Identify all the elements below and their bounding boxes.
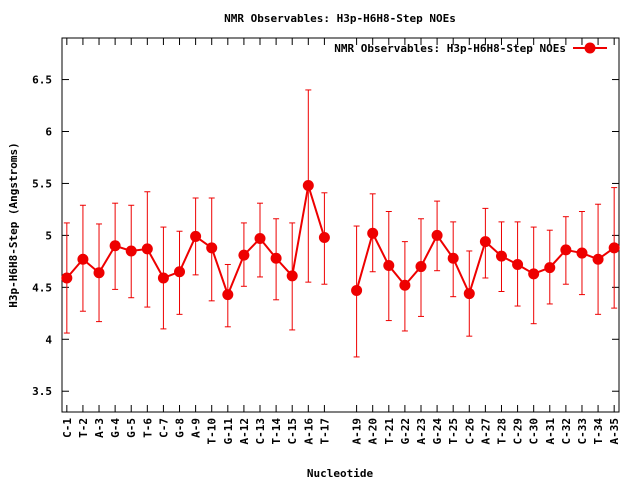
x-tick-label: A-20 xyxy=(367,418,380,445)
y-tick-label: 5.5 xyxy=(32,177,52,190)
data-point xyxy=(576,247,588,259)
y-tick-label: 6 xyxy=(45,126,52,139)
y-tick-label: 5 xyxy=(45,229,52,242)
data-point xyxy=(157,272,169,284)
data-point xyxy=(238,249,250,261)
data-point xyxy=(447,252,459,264)
x-tick-label: C-7 xyxy=(157,418,170,438)
x-tick-label: T-21 xyxy=(383,418,396,445)
data-point xyxy=(367,227,379,239)
x-tick-label: A-19 xyxy=(351,418,364,445)
y-axis-label: H3p-H6H8-Step (Angstroms) xyxy=(7,142,20,308)
x-tick-label: A-12 xyxy=(238,418,251,445)
x-tick-label: T-17 xyxy=(318,418,331,445)
x-tick-label: G-24 xyxy=(431,418,444,445)
data-point xyxy=(495,250,507,262)
data-point xyxy=(415,261,427,273)
data-point xyxy=(190,230,202,242)
data-point xyxy=(479,236,491,248)
x-tick-label: C-30 xyxy=(528,418,541,445)
data-point xyxy=(222,289,234,301)
x-tick-label: C-1 xyxy=(61,418,74,438)
data-point xyxy=(463,288,475,300)
data-point xyxy=(560,244,572,256)
x-tick-label: C-26 xyxy=(463,418,476,445)
data-point xyxy=(61,272,73,284)
y-tick-label: 6.5 xyxy=(32,74,52,87)
data-point xyxy=(318,231,330,243)
legend: NMR Observables: H3p-H6H8-Step NOEs xyxy=(334,42,607,55)
data-point xyxy=(383,260,395,272)
x-tick-label: G-22 xyxy=(399,418,412,445)
data-point xyxy=(77,253,89,265)
x-tick-label: A-3 xyxy=(93,418,106,438)
x-tick-label: T-34 xyxy=(592,418,605,445)
data-point xyxy=(592,253,604,265)
x-tick-label: A-9 xyxy=(190,418,203,438)
data-point xyxy=(286,270,298,282)
x-tick-label: A-31 xyxy=(544,418,557,445)
data-point xyxy=(399,279,411,291)
x-tick-label: A-16 xyxy=(302,418,315,445)
data-point xyxy=(544,262,556,274)
x-tick-label: C-33 xyxy=(576,418,589,445)
x-axis-label: Nucleotide xyxy=(307,467,374,480)
y-tick-label: 4 xyxy=(45,333,52,346)
x-tick-label: C-15 xyxy=(286,418,299,445)
x-axis: C-1 T-2 A-3 G-4 G-5 T-6 C-7 G-8 A-9 T-10 G-11 A-12 C… xyxy=(61,38,621,445)
x-tick-label: C-13 xyxy=(254,418,267,445)
x-tick-label: G-4 xyxy=(109,418,122,438)
error-bars xyxy=(63,89,618,358)
plot-frame xyxy=(61,37,620,413)
x-tick-label: T-25 xyxy=(447,418,460,445)
data-point xyxy=(608,242,620,254)
legend-marker xyxy=(584,42,596,54)
x-tick-label: C-29 xyxy=(512,418,525,445)
x-tick-label: A-23 xyxy=(415,418,428,445)
y-tick-label: 4.5 xyxy=(32,281,52,294)
x-tick-label: T-10 xyxy=(206,418,219,445)
x-tick-label: G-8 xyxy=(174,418,187,438)
data-point xyxy=(109,240,121,252)
x-tick-label: T-14 xyxy=(270,418,283,445)
x-tick-label: A-35 xyxy=(608,418,621,445)
data-point xyxy=(431,229,443,241)
data-point xyxy=(528,268,540,280)
data-point xyxy=(302,180,314,192)
data-points xyxy=(61,180,620,301)
data-point xyxy=(93,267,105,279)
x-tick-label: C-32 xyxy=(560,418,573,445)
chart-title: NMR Observables: H3p-H6H8-Step NOEs xyxy=(224,12,456,25)
x-tick-label: A-27 xyxy=(479,418,492,445)
x-tick-label: T-28 xyxy=(495,418,508,445)
x-tick-label: G-11 xyxy=(222,418,235,445)
x-tick-label: T-2 xyxy=(77,418,90,438)
y-axis: 3.5 4 4.5 5 5.5 6 6.5 xyxy=(32,74,619,398)
data-point xyxy=(141,243,153,255)
legend-label: NMR Observables: H3p-H6H8-Step NOEs xyxy=(334,42,566,55)
x-tick-label: G-5 xyxy=(125,418,138,438)
data-point xyxy=(254,233,266,245)
data-point xyxy=(270,252,282,264)
data-point xyxy=(174,266,186,278)
data-point xyxy=(351,284,363,296)
y-tick-label: 3.5 xyxy=(32,385,52,398)
data-point xyxy=(125,245,137,257)
data-point xyxy=(206,242,218,254)
x-tick-label: T-6 xyxy=(141,418,154,438)
data-point xyxy=(512,258,524,270)
